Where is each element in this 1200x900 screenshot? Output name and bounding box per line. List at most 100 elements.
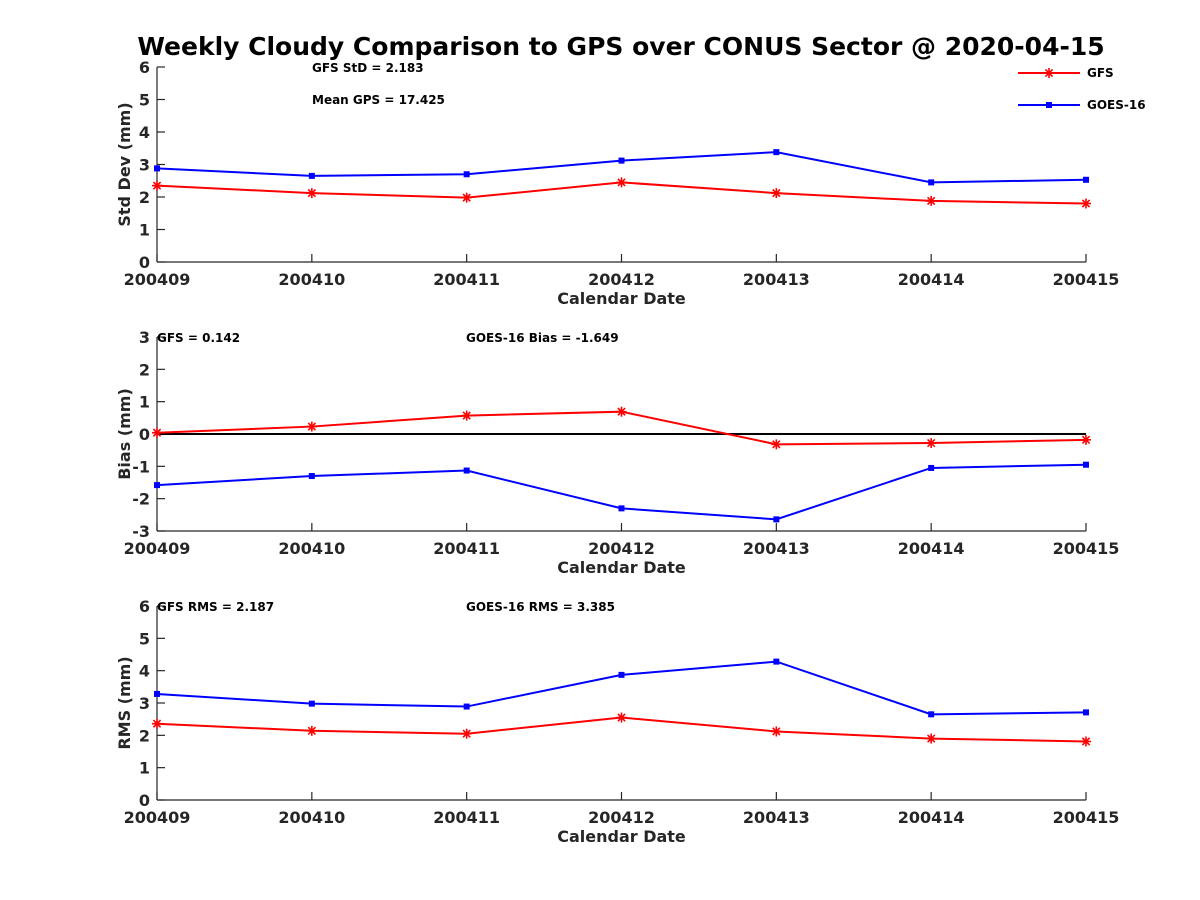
y-axis-label: RMS (mm) xyxy=(115,656,134,749)
data-point-goes-16 xyxy=(928,179,935,186)
data-point-gfs xyxy=(306,725,317,736)
data-point-goes-16 xyxy=(154,482,160,489)
data-point-goes-16 xyxy=(463,703,470,710)
y-tick-label: 2 xyxy=(139,726,150,745)
y-tick-label: 2 xyxy=(139,360,150,379)
chart-title: Weekly Cloudy Comparison to GPS over CON… xyxy=(137,32,1104,61)
y-tick-label: -3 xyxy=(132,522,150,541)
y-tick-label: 5 xyxy=(139,91,150,110)
data-point-gfs xyxy=(461,410,472,421)
y-tick-label: 1 xyxy=(139,221,150,240)
data-point-gfs xyxy=(152,718,162,729)
data-point-goes-16 xyxy=(773,658,780,665)
series-line-goes-16 xyxy=(156,660,1087,716)
annotation: GFS StD = 2.183 xyxy=(312,61,424,75)
y-tick-label: 0 xyxy=(139,791,150,810)
data-point-goes-16 xyxy=(1083,709,1089,716)
y-tick-label: 3 xyxy=(139,156,150,175)
data-point-goes-16 xyxy=(154,165,160,172)
data-point-gfs xyxy=(616,712,627,723)
data-point-goes-16 xyxy=(463,171,470,178)
x-tick-label: 200413 xyxy=(743,808,810,827)
legend-entry-gfs: GFS xyxy=(1018,66,1114,80)
legend-marker xyxy=(1044,68,1054,78)
x-tick-label: 200413 xyxy=(743,270,810,289)
data-point-gfs xyxy=(616,177,627,188)
x-tick-label: 200409 xyxy=(124,539,191,558)
data-point-goes-16 xyxy=(308,473,315,480)
legend-entry-goes-16: GOES-16 xyxy=(1018,98,1146,112)
data-point-goes-16 xyxy=(773,149,780,156)
data-point-gfs xyxy=(152,427,162,438)
data-point-goes-16 xyxy=(463,467,470,474)
y-tick-label: 3 xyxy=(139,328,150,347)
x-tick-label: 200411 xyxy=(433,539,500,558)
data-point-gfs xyxy=(1081,434,1091,445)
x-tick-label: 200409 xyxy=(124,270,191,289)
y-tick-label: 6 xyxy=(139,597,150,616)
panel-1: 0 1 2 3 4 5 6 200409 200410 200411 200412 200413 200… xyxy=(115,58,1119,308)
data-point-gfs xyxy=(461,192,472,203)
y-axis-label: Std Dev (mm) xyxy=(115,102,134,226)
x-tick-label: 200414 xyxy=(898,270,965,289)
data-point-gfs xyxy=(771,726,782,737)
y-tick-label: 2 xyxy=(139,188,150,207)
data-point-gfs xyxy=(771,439,782,450)
legend-label: GFS xyxy=(1087,66,1114,80)
y-tick-label: 6 xyxy=(139,58,150,77)
data-point-gfs xyxy=(1081,736,1091,747)
x-tick-label: 200414 xyxy=(898,539,965,558)
x-tick-label: 200411 xyxy=(433,808,500,827)
data-point-gfs xyxy=(306,421,317,432)
legend: GFS GOES-16 xyxy=(1018,66,1146,112)
data-point-gfs xyxy=(771,188,782,199)
y-tick-label: -1 xyxy=(132,457,150,476)
y-tick-label: 5 xyxy=(139,629,150,648)
x-tick-label: 200415 xyxy=(1053,539,1120,558)
annotation: GFS = 0.142 xyxy=(157,331,240,345)
data-point-gfs xyxy=(926,195,937,206)
data-point-goes-16 xyxy=(618,157,625,164)
panels: 0 1 2 3 4 5 6 200409 200410 200411 200412 200413 200… xyxy=(115,58,1119,846)
y-tick-label: 1 xyxy=(139,393,150,412)
data-point-gfs xyxy=(926,733,937,744)
x-tick-label: 200414 xyxy=(898,808,965,827)
y-tick-label: 4 xyxy=(139,123,150,142)
annotation: GOES-16 Bias = -1.649 xyxy=(466,331,619,345)
x-axis-label: Calendar Date xyxy=(557,827,686,846)
data-point-gfs xyxy=(926,438,937,449)
x-tick-label: 200410 xyxy=(278,539,345,558)
annotation: Mean GPS = 17.425 xyxy=(312,93,445,107)
legend-marker xyxy=(1046,102,1052,108)
x-tick-label: 200409 xyxy=(124,808,191,827)
x-tick-label: 200412 xyxy=(588,539,655,558)
x-tick-label: 200412 xyxy=(588,270,655,289)
data-point-goes-16 xyxy=(1083,461,1089,468)
data-point-goes-16 xyxy=(154,690,160,697)
y-tick-label: -2 xyxy=(132,490,150,509)
data-point-gfs xyxy=(461,728,472,739)
y-tick-label: 4 xyxy=(139,662,150,681)
data-point-gfs xyxy=(616,406,627,417)
y-tick-label: 1 xyxy=(139,759,150,778)
panel-2: -3 -2 -1 0 1 2 3 200409 200410 200411 200412 200413… xyxy=(115,328,1119,577)
data-point-gfs xyxy=(306,188,317,199)
x-tick-label: 200410 xyxy=(278,808,345,827)
x-tick-label: 200410 xyxy=(278,270,345,289)
data-point-goes-16 xyxy=(618,671,625,678)
x-tick-label: 200413 xyxy=(743,539,810,558)
x-tick-label: 200411 xyxy=(433,270,500,289)
y-tick-label: 0 xyxy=(139,425,150,444)
annotation: GOES-16 RMS = 3.385 xyxy=(466,600,615,614)
data-point-gfs xyxy=(152,180,162,191)
x-tick-label: 200412 xyxy=(588,808,655,827)
data-point-goes-16 xyxy=(618,505,625,512)
data-point-goes-16 xyxy=(928,464,935,471)
x-tick-label: 200415 xyxy=(1053,270,1120,289)
data-point-goes-16 xyxy=(308,172,315,179)
data-point-goes-16 xyxy=(773,516,780,523)
y-tick-label: 3 xyxy=(139,694,150,713)
panel-3: 0 1 2 3 4 5 6 200409 200410 200411 200412 200413 200… xyxy=(115,597,1119,846)
x-tick-label: 200415 xyxy=(1053,808,1120,827)
